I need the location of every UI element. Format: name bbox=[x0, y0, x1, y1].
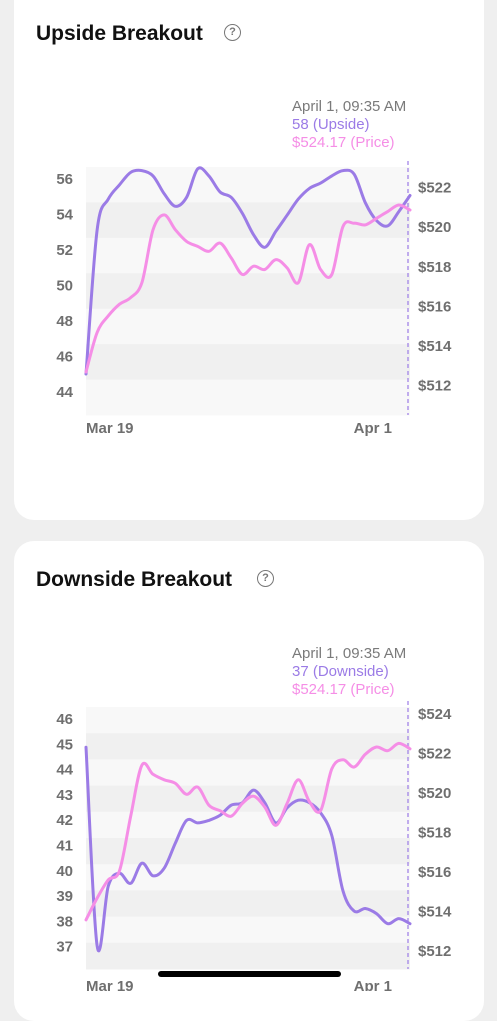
upside-chart[interactable]: 56545250484644$524$522$520$518$516$514$5… bbox=[14, 160, 484, 460]
price-series-line bbox=[84, 203, 412, 374]
tooltip-indicator: 58 (Upside) bbox=[292, 116, 370, 133]
left-axis-tick: 44 bbox=[56, 762, 73, 779]
left-axis-tick: 56 bbox=[56, 171, 73, 188]
help-icon[interactable]: ? bbox=[257, 570, 274, 587]
downside-title: Downside Breakout bbox=[36, 568, 233, 591]
left-axis-tick: 44 bbox=[56, 384, 73, 401]
price-series-line bbox=[84, 741, 412, 922]
tooltip-price: $524.17 (Price) bbox=[292, 681, 395, 698]
grid-band bbox=[86, 890, 410, 918]
right-axis-tick: $520 bbox=[418, 785, 451, 802]
right-axis-tick: $524 bbox=[418, 706, 452, 723]
left-axis-tick: 41 bbox=[56, 838, 73, 855]
grid-band bbox=[86, 864, 410, 891]
grid-band bbox=[86, 838, 410, 865]
tooltip-timestamp: April 1, 09:35 AM bbox=[292, 645, 407, 662]
upside-card: Upside Breakout ? April 1, 09:35 AM 58 (… bbox=[14, 0, 484, 520]
left-axis-tick: 46 bbox=[56, 349, 73, 366]
grid-band bbox=[86, 344, 410, 380]
downside-tooltip: April 1, 09:35 AM 37 (Downside) $524.17 … bbox=[292, 645, 406, 699]
grid-band bbox=[86, 707, 410, 734]
grid-band bbox=[86, 273, 410, 310]
home-indicator[interactable] bbox=[158, 971, 341, 977]
right-axis-tick: $512 bbox=[418, 943, 451, 960]
left-axis-tick: 37 bbox=[56, 939, 73, 956]
left-axis-tick: 39 bbox=[56, 888, 73, 905]
x-axis-tick: Apr 1 bbox=[354, 420, 392, 437]
grid-band bbox=[86, 379, 410, 416]
right-axis-tick: $516 bbox=[418, 298, 451, 315]
right-axis-tick: $518 bbox=[418, 825, 451, 842]
left-axis-tick: 43 bbox=[56, 787, 73, 804]
left-axis-tick: 46 bbox=[56, 711, 73, 728]
left-axis-tick: 48 bbox=[56, 313, 73, 330]
grid-band bbox=[86, 733, 410, 760]
left-axis-tick: 50 bbox=[56, 278, 73, 295]
grid-band bbox=[86, 759, 410, 787]
left-axis-tick: 45 bbox=[56, 736, 73, 753]
left-axis-tick: 54 bbox=[56, 207, 73, 224]
left-axis-tick: 40 bbox=[56, 863, 73, 880]
downside-card: Downside Breakout ? April 1, 09:35 AM 37… bbox=[14, 541, 484, 1021]
left-axis-tick: 52 bbox=[56, 242, 73, 259]
right-axis-tick: $522 bbox=[418, 180, 451, 197]
left-axis-tick: 38 bbox=[56, 913, 73, 930]
x-axis-tick: Mar 19 bbox=[86, 420, 134, 437]
x-axis-tick: Apr 1 bbox=[354, 978, 392, 991]
grid-band bbox=[86, 942, 410, 970]
tooltip-indicator: 37 (Downside) bbox=[292, 663, 389, 680]
upside-title: Upside Breakout bbox=[36, 22, 203, 45]
right-axis-tick: $518 bbox=[418, 259, 451, 276]
indicator-series-line bbox=[84, 166, 412, 376]
downside-chart[interactable]: 46 45 44 43 42 41 40 39 38 37 $524 $522 $520 $518 $516… bbox=[14, 701, 484, 991]
grid-band bbox=[86, 167, 410, 203]
tooltip-price: $524.17 (Price) bbox=[292, 134, 395, 151]
help-icon[interactable]: ? bbox=[224, 24, 241, 41]
x-axis-tick: Mar 19 bbox=[86, 978, 134, 991]
right-axis-tick: $512 bbox=[418, 378, 451, 395]
right-axis-tick: $516 bbox=[418, 864, 451, 881]
right-axis-tick: $520 bbox=[418, 219, 451, 236]
right-axis-tick: $522 bbox=[418, 746, 451, 763]
grid-band bbox=[86, 308, 410, 345]
grid-band bbox=[86, 237, 410, 274]
grid-band bbox=[86, 202, 410, 239]
left-axis-tick: 42 bbox=[56, 812, 73, 829]
grid-band bbox=[86, 811, 410, 839]
grid-band bbox=[86, 916, 410, 944]
tooltip-timestamp: April 1, 09:35 AM bbox=[292, 98, 407, 115]
right-axis-tick: $514 bbox=[418, 904, 452, 921]
right-axis-tick: $514 bbox=[418, 338, 452, 355]
upside-tooltip: April 1, 09:35 AM 58 (Upside) $524.17 (P… bbox=[292, 98, 406, 152]
